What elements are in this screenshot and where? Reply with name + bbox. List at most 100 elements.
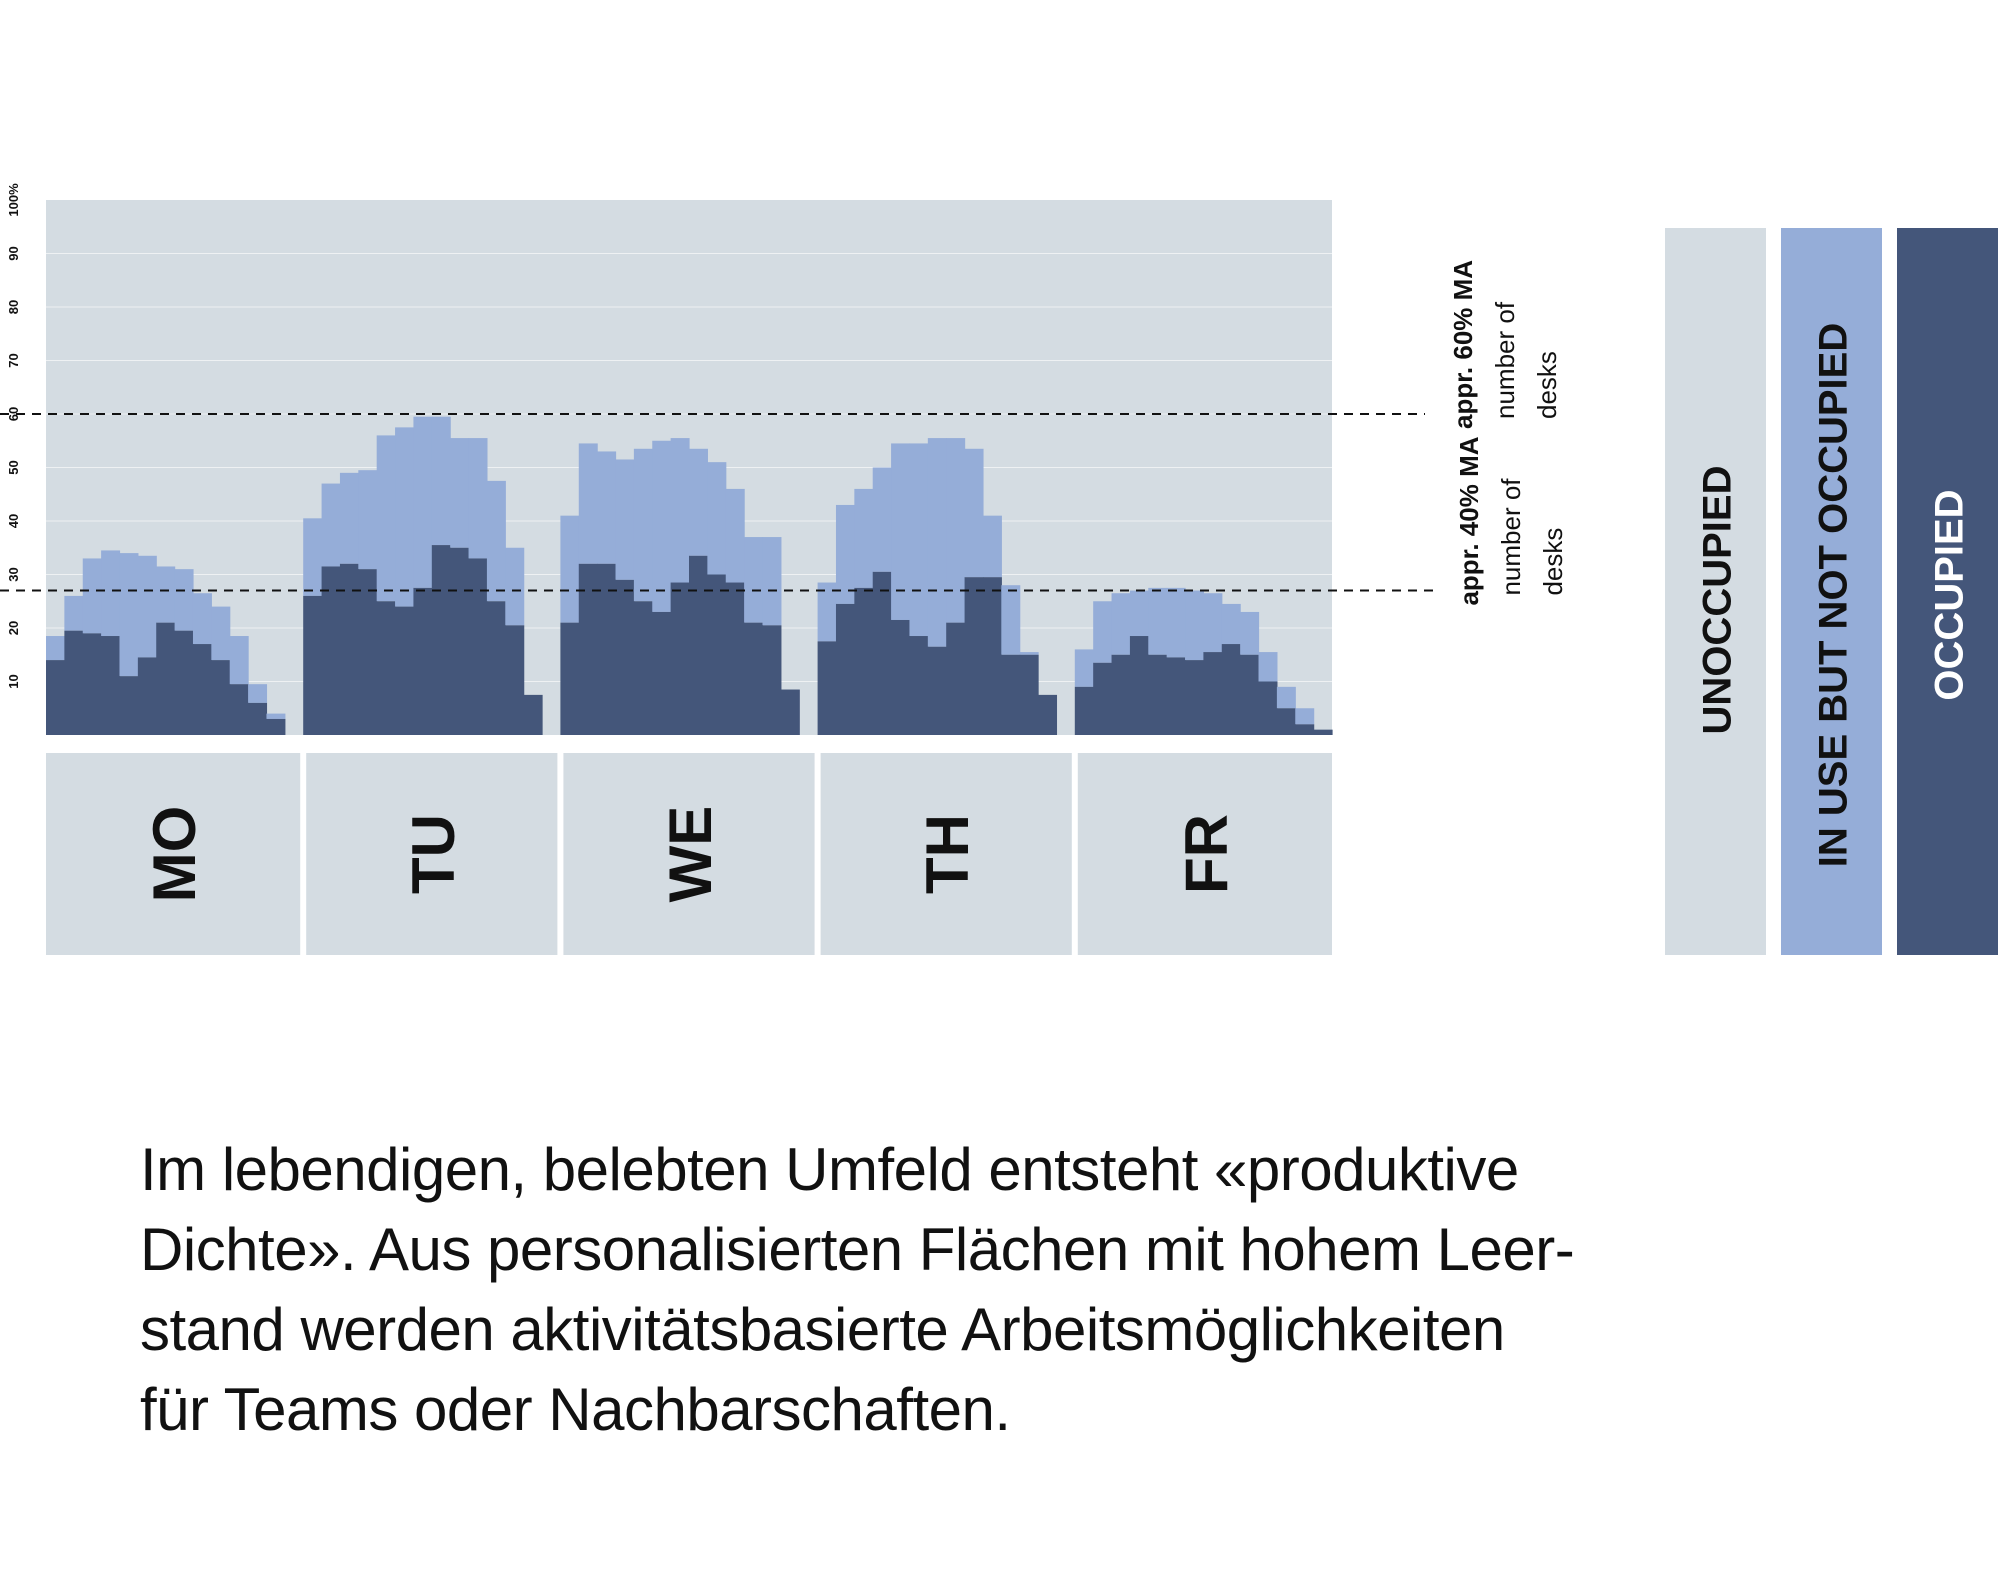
reference-label: appr. 40% MA number of desks bbox=[1454, 436, 1568, 605]
bar-occupied bbox=[376, 601, 396, 735]
bar-in-use bbox=[946, 438, 966, 623]
day-label: WE bbox=[657, 806, 724, 903]
reference-label-line: desks bbox=[1538, 528, 1568, 596]
bar-occupied bbox=[358, 569, 378, 735]
bar-occupied bbox=[964, 577, 984, 735]
bar-occupied bbox=[523, 694, 543, 735]
bar-occupied bbox=[156, 622, 176, 735]
bar-occupied bbox=[780, 689, 800, 735]
bar-occupied bbox=[1074, 686, 1094, 735]
bar-in-use bbox=[725, 488, 745, 583]
day-box bbox=[563, 753, 815, 955]
bar-occupied bbox=[707, 574, 727, 735]
bar-in-use bbox=[982, 515, 1002, 578]
bar-occupied bbox=[652, 611, 672, 735]
bar-in-use bbox=[1221, 603, 1241, 645]
bar-occupied bbox=[872, 571, 892, 735]
bar-occupied bbox=[450, 547, 470, 735]
bar-in-use bbox=[101, 550, 121, 637]
bar-occupied bbox=[854, 587, 874, 735]
day-label: FR bbox=[1173, 814, 1240, 894]
y-tick-label: 100% bbox=[6, 183, 21, 217]
bars bbox=[46, 416, 1333, 735]
legend-swatch bbox=[1665, 228, 1766, 955]
legend-label: OCCUPIED bbox=[1928, 489, 1972, 700]
bar-in-use bbox=[1001, 585, 1021, 655]
day-box bbox=[46, 753, 301, 955]
reference-label-line: desks bbox=[1532, 351, 1562, 419]
y-tick-label: 10 bbox=[6, 674, 21, 688]
bar-in-use bbox=[1276, 686, 1296, 709]
bar-occupied bbox=[101, 636, 121, 735]
bar-in-use bbox=[431, 416, 451, 546]
bar-occupied bbox=[982, 577, 1002, 735]
bar-occupied bbox=[248, 702, 268, 735]
day-box bbox=[306, 753, 558, 955]
bar-occupied bbox=[909, 636, 929, 735]
bar-in-use bbox=[1295, 708, 1315, 725]
y-tick-label: 60 bbox=[6, 407, 21, 421]
bar-in-use bbox=[909, 443, 929, 637]
bar-occupied bbox=[1221, 644, 1241, 735]
bar-in-use bbox=[817, 582, 837, 642]
bar-in-use bbox=[82, 558, 102, 634]
bar-occupied bbox=[174, 630, 194, 735]
bar-occupied bbox=[744, 622, 764, 735]
legend-swatch bbox=[1897, 228, 1998, 955]
bar-occupied bbox=[1295, 724, 1315, 735]
bar-in-use bbox=[358, 470, 378, 570]
bar-in-use bbox=[303, 518, 323, 596]
bar-occupied bbox=[615, 579, 635, 735]
y-tick-label: 80 bbox=[6, 300, 21, 314]
bar-occupied bbox=[211, 660, 231, 735]
bar-occupied bbox=[1111, 654, 1131, 735]
bar-in-use bbox=[835, 504, 855, 604]
bar-in-use bbox=[689, 448, 708, 556]
bar-in-use bbox=[652, 440, 672, 612]
bar-occupied bbox=[891, 619, 911, 735]
bar-in-use bbox=[192, 593, 212, 645]
bar-in-use bbox=[450, 438, 470, 548]
bar-occupied bbox=[670, 582, 690, 735]
bar-in-use bbox=[964, 448, 984, 578]
bar-in-use bbox=[633, 448, 653, 602]
bar-in-use bbox=[248, 684, 268, 703]
bar-in-use bbox=[1185, 590, 1204, 661]
day-box bbox=[1077, 753, 1332, 955]
bar-occupied bbox=[1166, 657, 1186, 735]
bar-occupied bbox=[46, 660, 65, 735]
bar-occupied bbox=[597, 563, 617, 735]
y-tick-label: 90 bbox=[6, 246, 21, 260]
reference-label-bold: appr. 60% MA bbox=[1448, 260, 1478, 429]
bar-occupied bbox=[303, 595, 323, 735]
bar-in-use bbox=[229, 636, 249, 685]
bar-in-use bbox=[615, 459, 635, 580]
bar-occupied bbox=[835, 603, 855, 735]
bar-in-use bbox=[1129, 590, 1149, 637]
bar-occupied bbox=[1148, 654, 1168, 735]
caption-line: Im lebendigen, belebten Umfeld entsteht … bbox=[140, 1136, 1519, 1203]
bar-occupied bbox=[468, 558, 488, 735]
bar-occupied bbox=[82, 633, 102, 735]
bar-in-use bbox=[156, 566, 176, 623]
bar-occupied bbox=[1001, 654, 1021, 735]
bar-in-use bbox=[891, 443, 911, 620]
bar-in-use bbox=[1148, 587, 1168, 655]
bar-occupied bbox=[137, 657, 157, 735]
bar-occupied bbox=[1203, 652, 1223, 735]
bar-in-use bbox=[597, 451, 617, 564]
caption-line: stand werden aktivitätsbasierte Arbeitsm… bbox=[140, 1296, 1505, 1363]
bar-in-use bbox=[413, 416, 433, 588]
bar-occupied bbox=[1129, 636, 1149, 735]
caption: Im lebendigen, belebten Umfeld entsteht … bbox=[140, 1130, 1940, 1450]
bar-occupied bbox=[64, 630, 84, 735]
bar-in-use bbox=[376, 435, 396, 602]
bar-in-use bbox=[1074, 649, 1094, 687]
bar-occupied bbox=[486, 601, 506, 735]
y-tick-label: 30 bbox=[6, 567, 21, 581]
day-box bbox=[820, 753, 1072, 955]
bar-in-use bbox=[578, 443, 598, 564]
bar-occupied bbox=[1276, 708, 1296, 735]
day-label: MO bbox=[141, 806, 208, 903]
bar-occupied bbox=[1313, 729, 1333, 735]
